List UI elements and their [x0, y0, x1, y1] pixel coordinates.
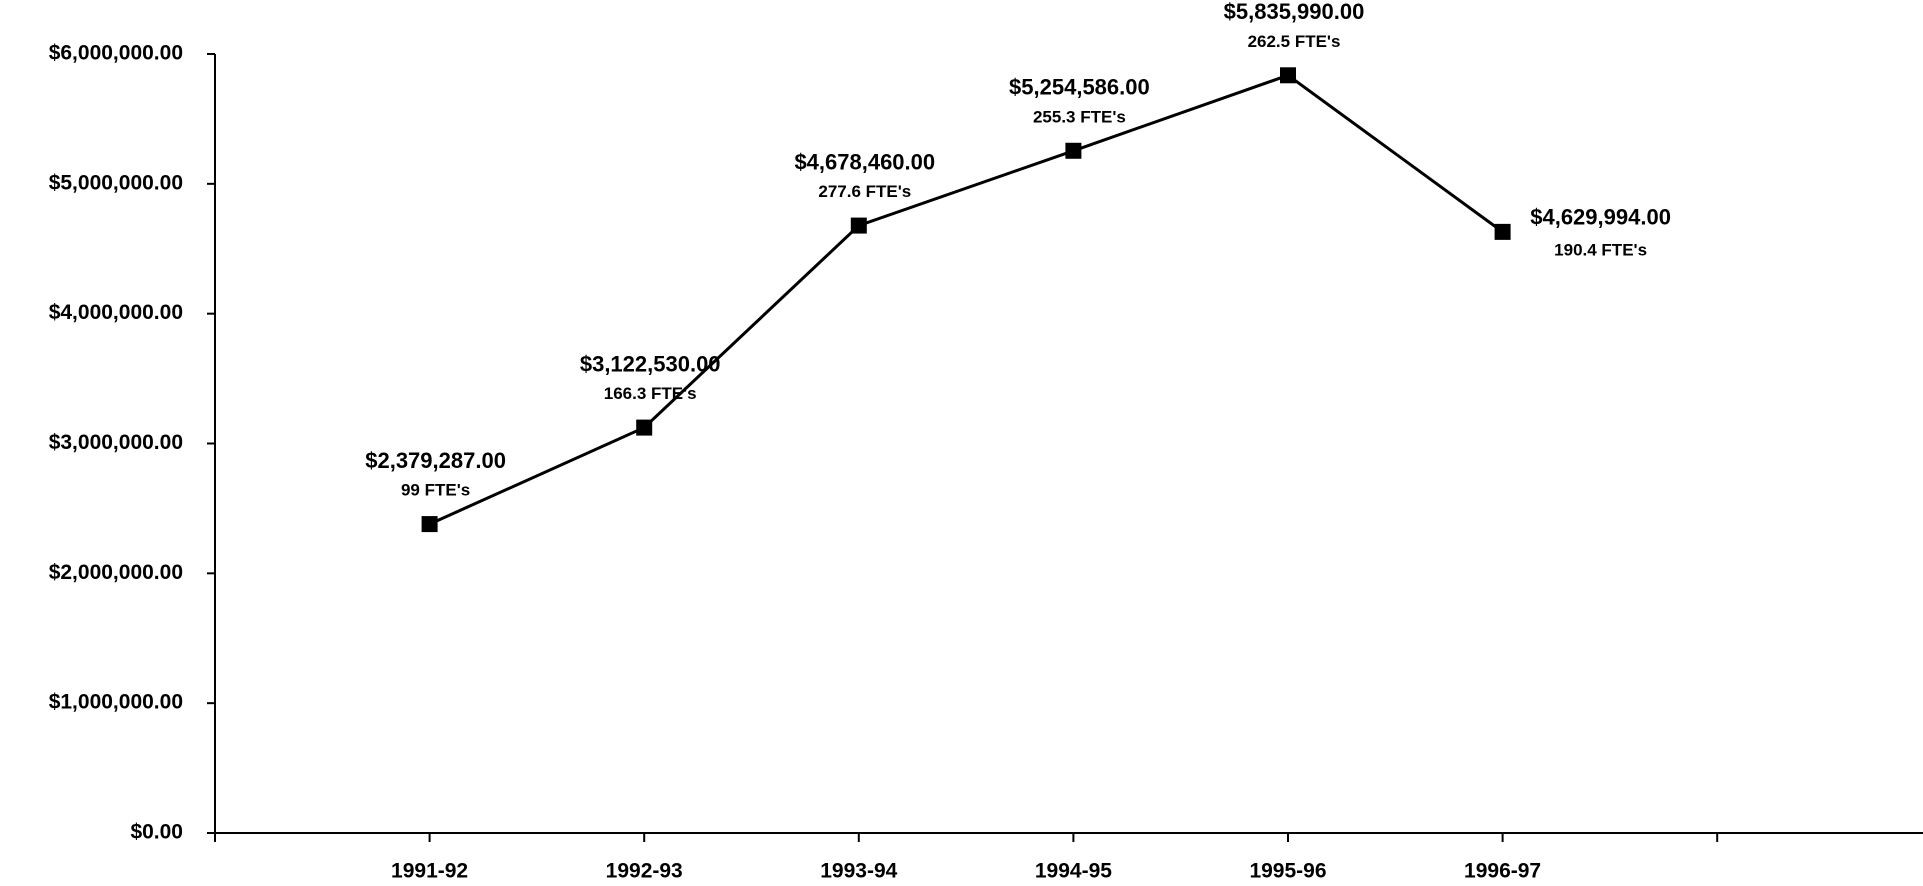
- marker: [421, 516, 438, 533]
- line: [428, 73, 1504, 526]
- x-tick-label: 1994-95: [1035, 860, 1112, 883]
- marker: [1065, 142, 1082, 159]
- x-tick-label: 1992-93: [606, 860, 683, 883]
- value-label: $4,629,994.00: [1530, 205, 1671, 230]
- y-tick-label: $2,000,000.00: [49, 561, 183, 584]
- value-label: $4,678,460.00: [794, 149, 935, 174]
- x-tick-label: 1995-96: [1249, 860, 1326, 883]
- y-tick-label: $6,000,000.00: [49, 42, 183, 65]
- annotation: 277.6 FTE's: [818, 182, 911, 201]
- marker: [850, 217, 867, 234]
- marker: [1280, 67, 1296, 84]
- annotation: 190.4 FTE's: [1554, 240, 1647, 259]
- y-tick-label: $4,000,000.00: [49, 301, 183, 324]
- x-tick-label: 1993-94: [820, 860, 897, 883]
- value-label: $3,122,530.00: [580, 351, 721, 376]
- marker: [1494, 223, 1511, 240]
- annotation: 262.5 FTE's: [1248, 32, 1341, 51]
- x-tick-label: 1991-92: [391, 860, 468, 883]
- annotation: 99 FTE's: [401, 481, 470, 500]
- annotation: 166.3 FTE's: [604, 384, 697, 403]
- annotation: 255.3 FTE's: [1033, 107, 1126, 126]
- value-label: $5,835,990.00: [1224, 0, 1365, 24]
- y-tick-label: $5,000,000.00: [49, 171, 183, 194]
- value-label: $2,379,287.00: [365, 448, 506, 473]
- value-label: $5,254,586.00: [1009, 75, 1150, 100]
- y-tick-label: $1,000,000.00: [49, 691, 183, 714]
- y-tick-label: $0.00: [130, 821, 183, 844]
- marker: [636, 419, 653, 436]
- y-tick-label: $3,000,000.00: [49, 431, 183, 454]
- x-tick-label: 1996-97: [1464, 860, 1541, 883]
